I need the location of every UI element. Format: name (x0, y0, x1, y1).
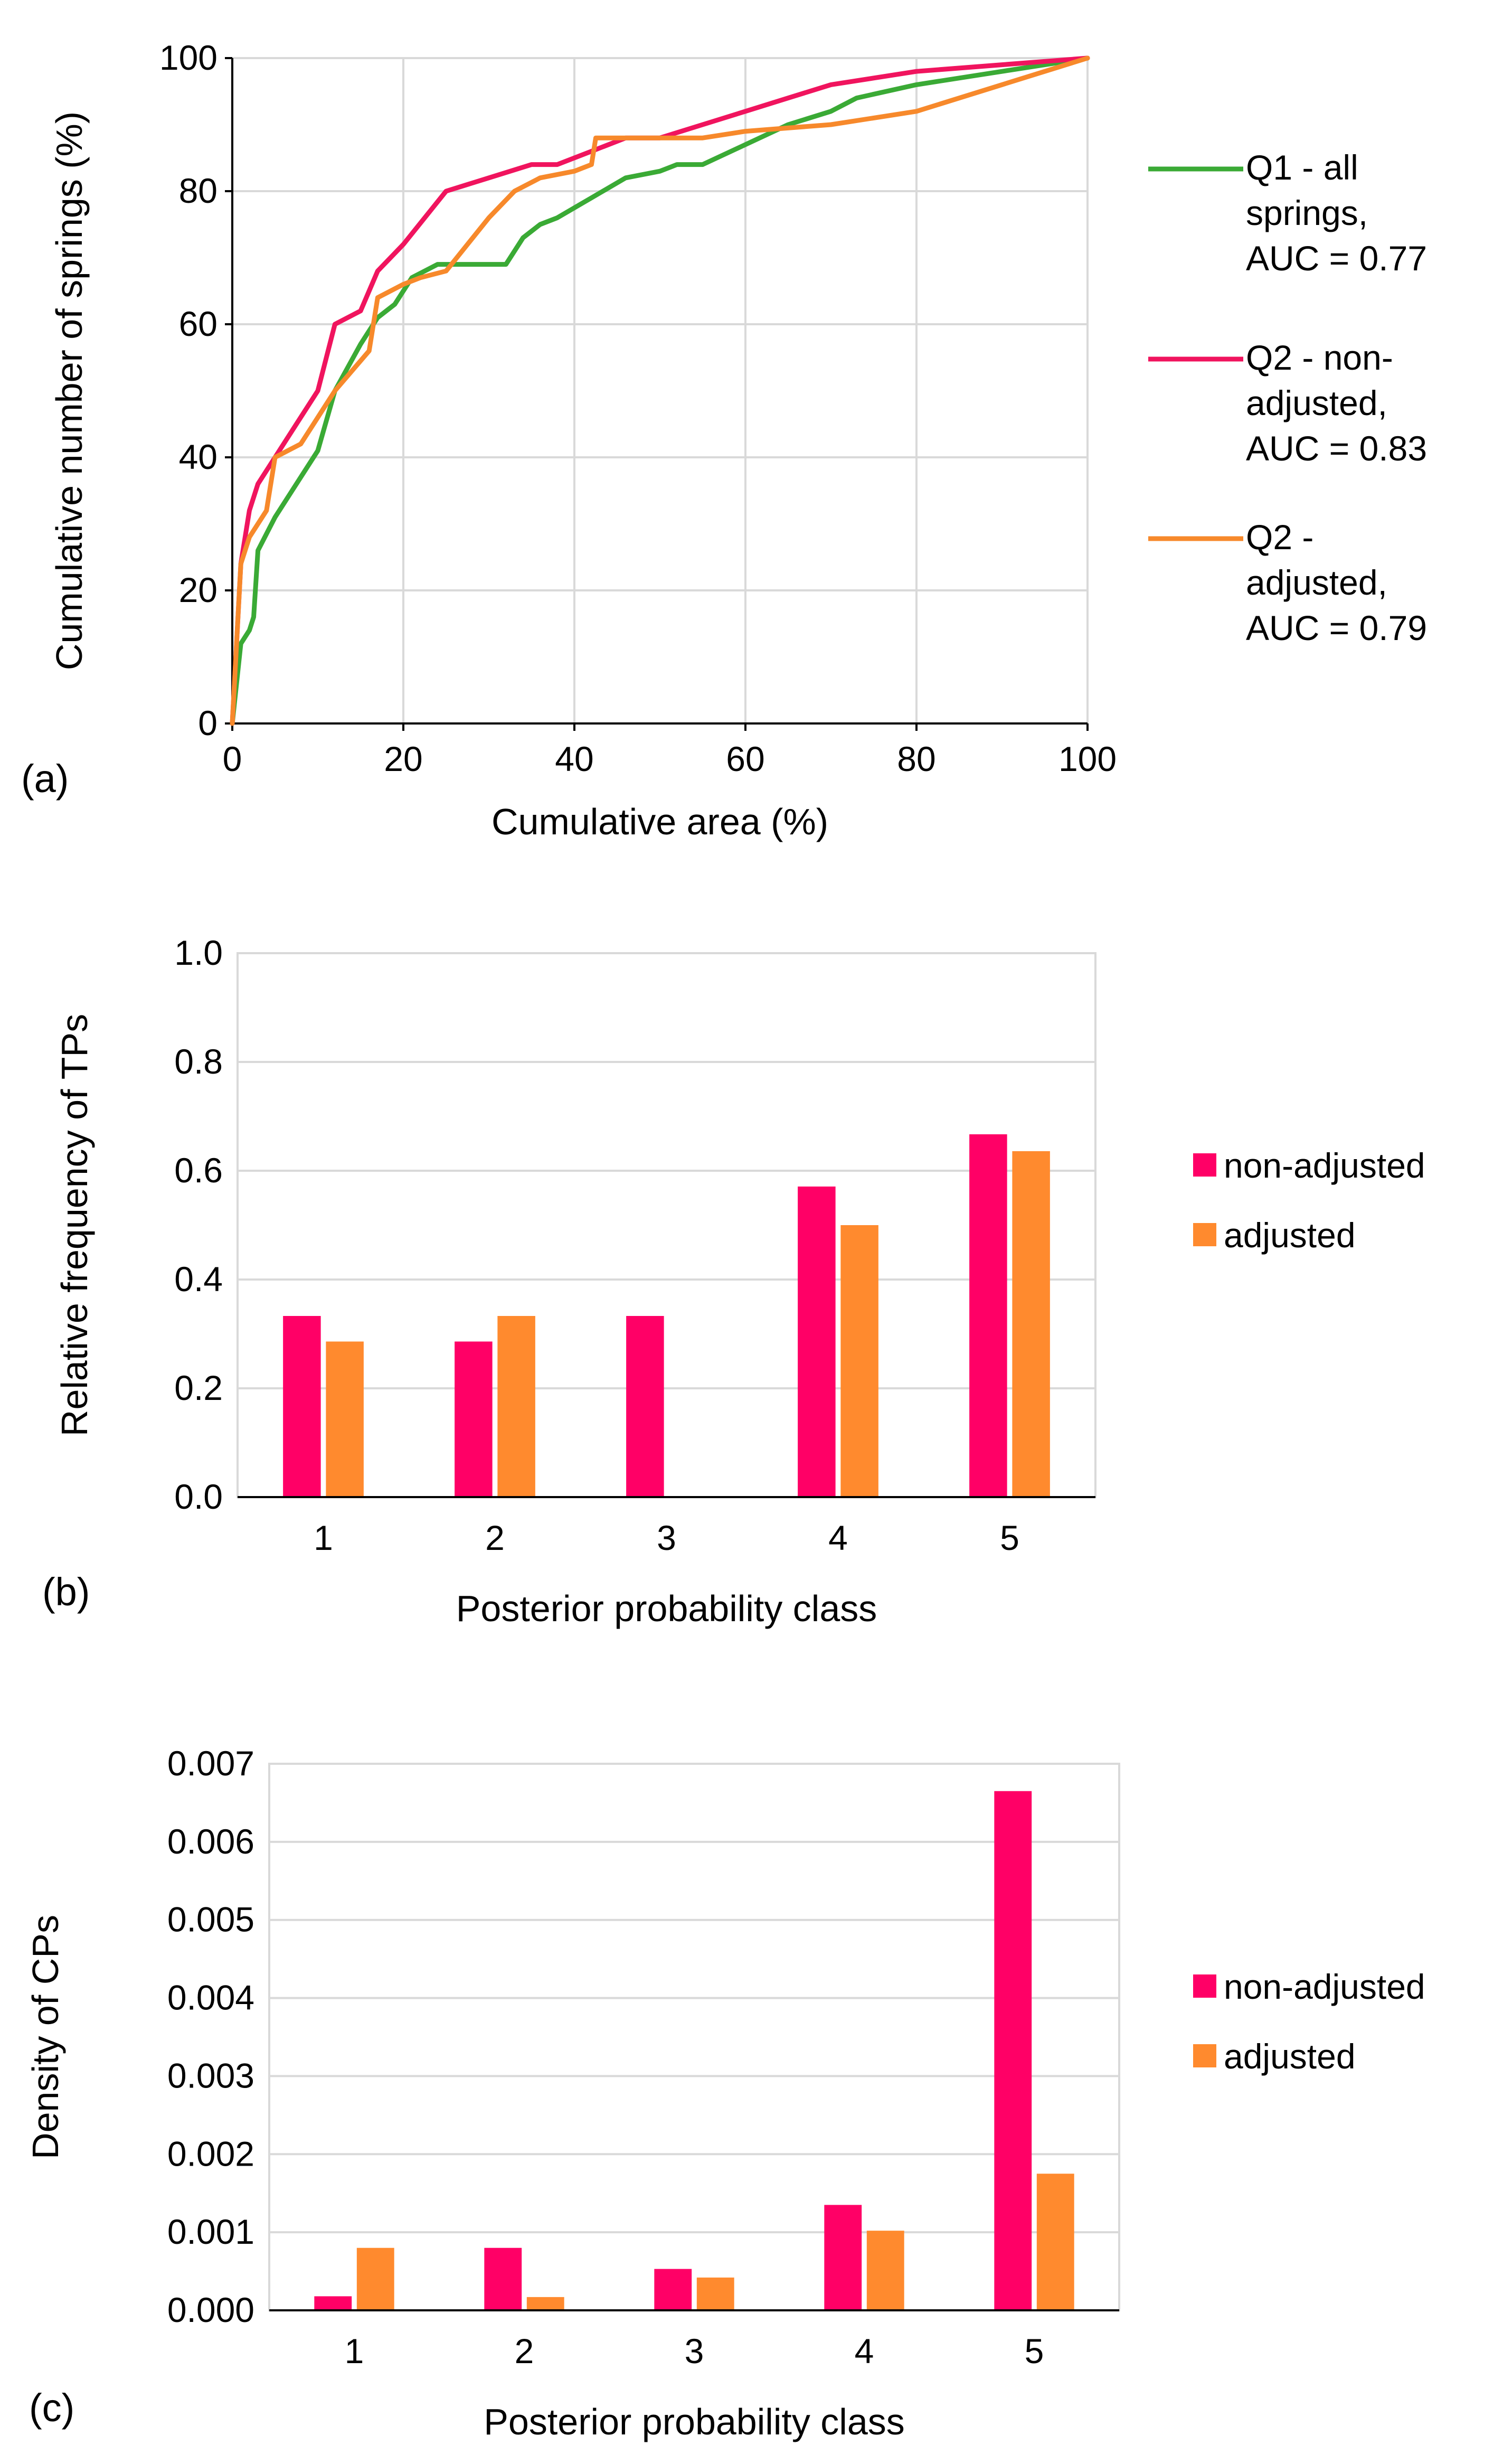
legend-entry-text: adjusted, (1246, 383, 1387, 422)
chart-panel-3: 0.000 0.001 0.002 0.003 0.004 0.005 0.006 0.007… (25, 1744, 1425, 2442)
bar-non-adjusted-3 (654, 2269, 692, 2310)
y-tick-label: 20 (179, 570, 218, 609)
y-tick-label: 0.002 (167, 2134, 254, 2173)
y-tick-label: 0.003 (167, 2056, 254, 2095)
x-axis-title: Cumulative area (%) (491, 801, 828, 842)
y-tick-label: 0.007 (167, 1744, 254, 1783)
y-tick-label: 0.0 (174, 1477, 223, 1516)
y-tick-label: 60 (179, 304, 218, 343)
bar-adjusted-1 (326, 1341, 364, 1497)
legend-swatch (1193, 1223, 1216, 1246)
legend-entry-text: AUC = 0.79 (1246, 608, 1427, 647)
plot-area (268, 1763, 1120, 2311)
y-tick-label: 0.2 (174, 1368, 223, 1407)
x-tick-label: 2 (515, 2331, 534, 2371)
x-tick-label: 3 (657, 1518, 676, 1557)
y-tick-label: 100 (159, 38, 218, 77)
x-tick-label: 1 (345, 2331, 364, 2371)
legend-entry-text: AUC = 0.77 (1246, 239, 1427, 278)
y-tick-label: 80 (179, 171, 218, 210)
bar-non-adjusted-2 (455, 1341, 493, 1497)
y-tick-label: 0.005 (167, 1900, 254, 1939)
legend-entry-text: Q1 - all (1246, 148, 1358, 187)
bar-adjusted-2 (526, 2297, 564, 2310)
x-tick-label: 40 (555, 739, 593, 778)
bar-non-adjusted-5 (969, 1134, 1007, 1497)
y-tick-label: 0.001 (167, 2212, 254, 2251)
x-tick-label: 80 (897, 739, 935, 778)
legend-entry-text: Q2 - non- (1246, 338, 1393, 377)
legend-swatch (1193, 2044, 1216, 2067)
x-axis-title: Posterior probability class (456, 1588, 877, 1629)
series-line-2 (230, 55, 1090, 726)
y-axis-title: Relative frequency of TPs (54, 1014, 95, 1436)
bar-adjusted-5 (1012, 1151, 1050, 1497)
x-tick-label: 5 (1000, 1518, 1019, 1557)
bar-non-adjusted-1 (283, 1316, 321, 1497)
legend-entry-text: adjusted (1224, 1216, 1356, 1255)
panel-label: (b) (42, 1570, 90, 1614)
legend-entry-text: adjusted (1224, 2037, 1356, 2076)
plot-area (231, 57, 1089, 725)
bar-adjusted-4 (866, 2231, 904, 2310)
x-tick-label: 100 (1058, 739, 1117, 778)
bar-non-adjusted-2 (484, 2247, 522, 2310)
x-tick-label: 4 (828, 1518, 848, 1557)
legend-entry-text: non-adjusted (1224, 1967, 1425, 2006)
y-tick-label: 0.000 (167, 2290, 254, 2329)
bar-non-adjusted-4 (798, 1186, 836, 1497)
x-tick-label: 2 (485, 1518, 505, 1557)
x-tick-label: 60 (726, 739, 764, 778)
legend-entry-text: non-adjusted (1224, 1146, 1425, 1185)
bar-adjusted-3 (696, 2277, 734, 2310)
x-tick-label: 20 (384, 739, 422, 778)
bar-non-adjusted-3 (626, 1316, 664, 1497)
series-line-3 (230, 55, 1090, 726)
legend-swatch (1193, 1153, 1216, 1177)
bar-adjusted-1 (356, 2247, 394, 2310)
x-tick-label: 0 (223, 739, 242, 778)
x-tick-label: 4 (855, 2331, 874, 2371)
bar-adjusted-4 (840, 1225, 878, 1497)
panel-label: (a) (21, 757, 69, 801)
chart-panel-2: 0.0 0.2 0.4 0.6 0.8 1.0 1 2 3 4 5 non-adjusted adjus… (42, 933, 1425, 1629)
y-tick-label: 0.4 (174, 1259, 223, 1299)
legend-entry-text: AUC = 0.83 (1246, 429, 1427, 468)
legend-entry-text: adjusted, (1246, 563, 1387, 602)
legend-entry-text: Q2 - (1246, 518, 1313, 557)
panel-label: (c) (29, 2386, 74, 2430)
legend-entry-text: springs, (1246, 193, 1368, 232)
y-tick-label: 0.6 (174, 1151, 223, 1190)
legend-swatch (1193, 1974, 1216, 1998)
x-tick-label: 5 (1025, 2331, 1044, 2371)
y-tick-label: 0.004 (167, 1978, 254, 2017)
y-axis-title: Cumulative number of springs (%) (49, 111, 90, 670)
y-tick-label: 40 (179, 437, 218, 476)
bar-non-adjusted-4 (824, 2205, 862, 2310)
y-tick-label: 0 (198, 703, 218, 742)
plot-area (237, 952, 1096, 1498)
y-axis-title: Density of CPs (25, 1915, 66, 2159)
y-tick-label: 1.0 (174, 933, 223, 972)
bar-non-adjusted-1 (314, 2296, 352, 2310)
x-axis-title: Posterior probability class (484, 2401, 905, 2442)
y-tick-label: 0.006 (167, 1822, 254, 1861)
bar-adjusted-2 (497, 1316, 535, 1497)
bar-non-adjusted-5 (994, 1791, 1032, 2310)
chart-panel-1: 0 20 40 60 80 100 0 20 40 60 80 100 Q1 - all springs,… (21, 38, 1427, 842)
x-tick-label: 3 (685, 2331, 704, 2371)
bar-adjusted-5 (1036, 2174, 1074, 2310)
x-tick-label: 1 (314, 1518, 333, 1557)
y-tick-label: 0.8 (174, 1042, 223, 1081)
